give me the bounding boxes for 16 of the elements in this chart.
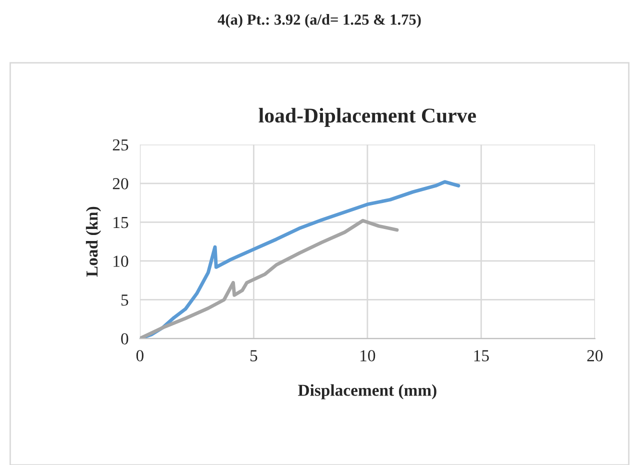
x-tick-label: 20: [587, 350, 603, 362]
y-tick-label: 15: [114, 216, 128, 228]
x-axis-title: Displacement (mm): [298, 384, 436, 400]
y-tick-label: 5: [121, 294, 128, 306]
y-tick-label: 0: [121, 333, 128, 344]
chart-subtitle: 4(a) Pt.: 3.92 (a/d= 1.25 & 1.75): [218, 14, 421, 28]
x-tick-label: 15: [474, 350, 489, 362]
x-tick-label: 10: [360, 350, 376, 362]
x-tick-label: 0: [136, 350, 144, 362]
y-tick-label: 25: [112, 139, 128, 151]
y-tick-label: 10: [114, 256, 128, 267]
x-tick-label: 5: [250, 350, 258, 362]
chart-title: load-Diplacement Curve: [258, 108, 476, 127]
y-axis-title: Load (kn): [86, 206, 102, 277]
line-series: [140, 218, 399, 339]
y-tick-label: 20: [112, 178, 128, 190]
